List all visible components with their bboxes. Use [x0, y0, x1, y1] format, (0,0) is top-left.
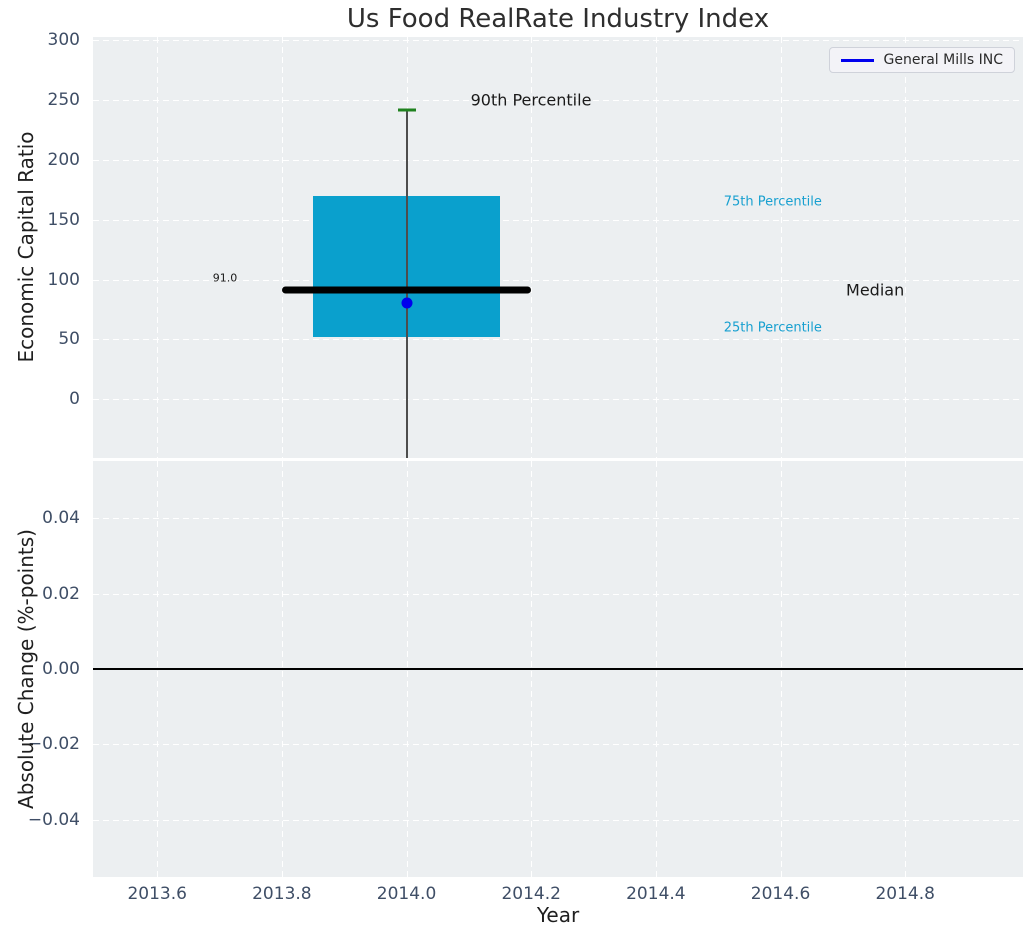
- y-gridline: [93, 819, 1023, 821]
- top-y-axis-label: Economic Capital Ratio: [14, 131, 38, 363]
- x-tick-label: 2013.6: [127, 884, 187, 904]
- p90-cap-marker: [397, 108, 416, 112]
- x-gridline: [780, 37, 782, 458]
- y-tick-label: 0.04: [42, 508, 80, 528]
- bottom-plot-area: 2013.6 2013.8 2014.0 2014.2 2014.4 2014.6 2014…: [28, 461, 1023, 904]
- median-line: [281, 286, 532, 294]
- legend-line-swatch: [840, 58, 874, 62]
- bottom-y-axis-label: Absolute Change (%-points): [14, 529, 38, 809]
- x-tick-label: 2014.8: [875, 884, 935, 904]
- y-tick-label: −0.04: [27, 809, 80, 830]
- y-gridline: [93, 744, 1023, 746]
- company-point-marker: [401, 297, 413, 309]
- x-tick-label: 2014.4: [626, 884, 686, 904]
- chart-title: Us Food RealRate Industry Index: [346, 4, 770, 34]
- y-tick-label: 0.00: [42, 659, 80, 679]
- top-plot-area: 90th Percentile 75th Percentile Median 2…: [48, 30, 1023, 458]
- y-tick-label: 0.02: [42, 583, 80, 604]
- y-gridline: [93, 159, 1023, 161]
- x-tick-label: 2013.8: [252, 884, 312, 904]
- legend-label: General Mills INC: [883, 52, 1004, 68]
- x-gridline: [157, 37, 159, 458]
- zero-line: [93, 668, 1023, 670]
- y-tick-label: 200: [47, 149, 80, 170]
- p75-annotation: 75th Percentile: [723, 194, 822, 210]
- y-gridline: [93, 40, 1023, 42]
- x-tick-label: 2014.6: [750, 884, 811, 904]
- y-tick-label: 0: [69, 389, 80, 410]
- y-tick-label: 50: [58, 329, 80, 350]
- x-tick-label: 2014.0: [376, 884, 437, 904]
- y-tick-label: −0.02: [27, 734, 80, 755]
- y-tick-label: 100: [47, 269, 80, 290]
- x-gridline: [655, 37, 657, 458]
- y-gridline: [93, 339, 1023, 341]
- y-gridline: [93, 219, 1023, 221]
- x-gridline: [905, 37, 907, 458]
- median-value-label: 91.0: [212, 271, 238, 285]
- p25-annotation: 25th Percentile: [723, 320, 822, 336]
- legend: General Mills INC: [828, 47, 1015, 73]
- median-annotation: Median: [846, 280, 905, 300]
- y-tick-label: 150: [47, 209, 80, 230]
- whisker-line: [405, 109, 408, 458]
- y-gridline: [93, 399, 1023, 401]
- x-gridline: [281, 37, 283, 458]
- p90-annotation: 90th Percentile: [470, 90, 592, 110]
- y-gridline: [93, 593, 1023, 595]
- y-gridline: [93, 518, 1023, 519]
- y-tick-label: 250: [47, 90, 80, 111]
- x-axis-label: Year: [536, 903, 580, 927]
- y-tick-label: 300: [47, 30, 80, 51]
- x-tick-label: 2014.2: [501, 884, 561, 904]
